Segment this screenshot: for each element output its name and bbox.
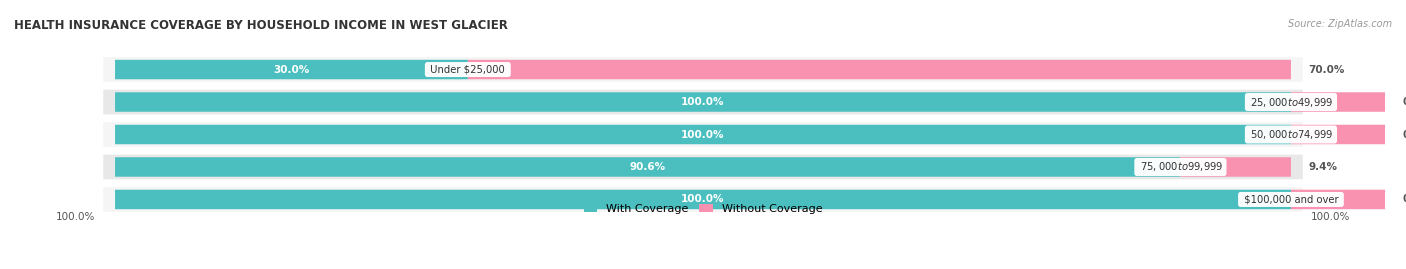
Text: Source: ZipAtlas.com: Source: ZipAtlas.com — [1288, 19, 1392, 29]
FancyBboxPatch shape — [103, 57, 1303, 82]
FancyBboxPatch shape — [103, 122, 1303, 147]
Text: $75,000 to $99,999: $75,000 to $99,999 — [1137, 161, 1225, 174]
FancyBboxPatch shape — [103, 90, 1303, 114]
Text: 100.0%: 100.0% — [682, 97, 724, 107]
Text: 100.0%: 100.0% — [56, 212, 96, 222]
Text: 0.0%: 0.0% — [1403, 97, 1406, 107]
FancyBboxPatch shape — [115, 60, 468, 79]
Text: 100.0%: 100.0% — [1310, 212, 1350, 222]
Legend: With Coverage, Without Coverage: With Coverage, Without Coverage — [579, 200, 827, 218]
FancyBboxPatch shape — [1291, 92, 1385, 112]
Text: 9.4%: 9.4% — [1309, 162, 1337, 172]
FancyBboxPatch shape — [115, 157, 1181, 177]
Text: $100,000 and over: $100,000 and over — [1240, 194, 1341, 204]
Text: Under $25,000: Under $25,000 — [427, 65, 508, 75]
FancyBboxPatch shape — [103, 187, 1303, 212]
FancyBboxPatch shape — [1291, 125, 1385, 144]
FancyBboxPatch shape — [115, 125, 1291, 144]
Text: HEALTH INSURANCE COVERAGE BY HOUSEHOLD INCOME IN WEST GLACIER: HEALTH INSURANCE COVERAGE BY HOUSEHOLD I… — [14, 19, 508, 32]
Text: 70.0%: 70.0% — [1309, 65, 1346, 75]
Text: $50,000 to $74,999: $50,000 to $74,999 — [1247, 128, 1334, 141]
Text: $25,000 to $49,999: $25,000 to $49,999 — [1247, 95, 1334, 108]
Text: 0.0%: 0.0% — [1403, 129, 1406, 140]
FancyBboxPatch shape — [1291, 190, 1385, 209]
Text: 100.0%: 100.0% — [682, 194, 724, 204]
FancyBboxPatch shape — [103, 155, 1303, 179]
FancyBboxPatch shape — [115, 190, 1291, 209]
FancyBboxPatch shape — [468, 60, 1291, 79]
Text: 100.0%: 100.0% — [682, 129, 724, 140]
Text: 0.0%: 0.0% — [1403, 194, 1406, 204]
FancyBboxPatch shape — [115, 92, 1291, 112]
FancyBboxPatch shape — [1181, 157, 1291, 177]
Text: 30.0%: 30.0% — [273, 65, 309, 75]
Text: 90.6%: 90.6% — [630, 162, 666, 172]
